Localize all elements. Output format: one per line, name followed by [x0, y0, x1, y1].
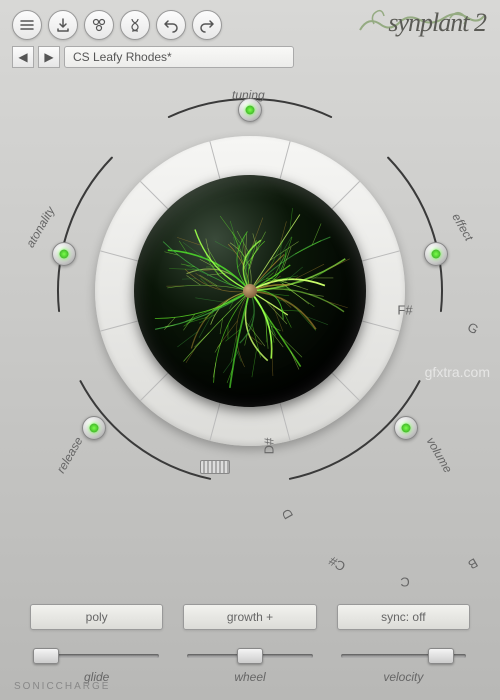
menu-button[interactable] — [12, 10, 42, 40]
poly-button[interactable]: poly — [30, 604, 163, 630]
effect-knob[interactable] — [424, 242, 448, 266]
dna-button[interactable] — [120, 10, 150, 40]
ring-rotate-handle[interactable] — [200, 460, 230, 474]
glide-slider[interactable] — [30, 648, 163, 664]
glide-slider-group: glide — [30, 648, 163, 684]
wheel-thumb[interactable] — [237, 648, 263, 664]
save-button[interactable] — [48, 10, 78, 40]
brand-label: SONICCHARGE — [14, 681, 110, 692]
velocity-label: velocity — [383, 670, 423, 684]
sync-button[interactable]: sync: off — [337, 604, 470, 630]
velocity-thumb[interactable] — [428, 648, 454, 664]
preset-next-button[interactable]: ▶ — [38, 46, 60, 68]
seed-bulb[interactable] — [134, 175, 366, 407]
app-logo: synplant 2 — [388, 8, 486, 38]
undo-button[interactable] — [156, 10, 186, 40]
note-C[interactable]: C — [400, 575, 409, 590]
preset-name-field[interactable]: CS Leafy Rhodes* — [64, 46, 294, 68]
tuning-label: tuning — [232, 88, 265, 102]
wheel-slider[interactable] — [183, 648, 316, 664]
note-D[interactable]: D — [278, 506, 296, 522]
wheel-slider-group: wheel — [183, 648, 316, 684]
dial-area: F#GG#AA#BCC#DD#EF tuningeffectvolumerele… — [0, 76, 500, 506]
randomize-button[interactable] — [84, 10, 114, 40]
preset-prev-button[interactable]: ◀ — [12, 46, 34, 68]
preset-row: ◀ ▶ CS Leafy Rhodes* — [0, 44, 500, 76]
note-Csharp[interactable]: C# — [326, 553, 348, 574]
volume-knob[interactable] — [394, 416, 418, 440]
note-Fsharp[interactable]: F# — [397, 303, 412, 318]
wheel-label: wheel — [234, 670, 265, 684]
velocity-slider-group: velocity — [337, 648, 470, 684]
redo-button[interactable] — [192, 10, 222, 40]
note-ring[interactable]: F#GG#AA#BCC#DD#EF — [95, 136, 405, 446]
seed-icon — [243, 284, 257, 298]
atonality-knob[interactable] — [52, 242, 76, 266]
note-Dsharp[interactable]: D# — [262, 438, 277, 455]
growth-button[interactable]: growth + — [183, 604, 316, 630]
glide-thumb[interactable] — [33, 648, 59, 664]
note-B[interactable]: B — [465, 555, 480, 572]
release-knob[interactable] — [82, 416, 106, 440]
watermark: gfxtra.com — [425, 364, 490, 380]
velocity-slider[interactable] — [337, 648, 470, 664]
